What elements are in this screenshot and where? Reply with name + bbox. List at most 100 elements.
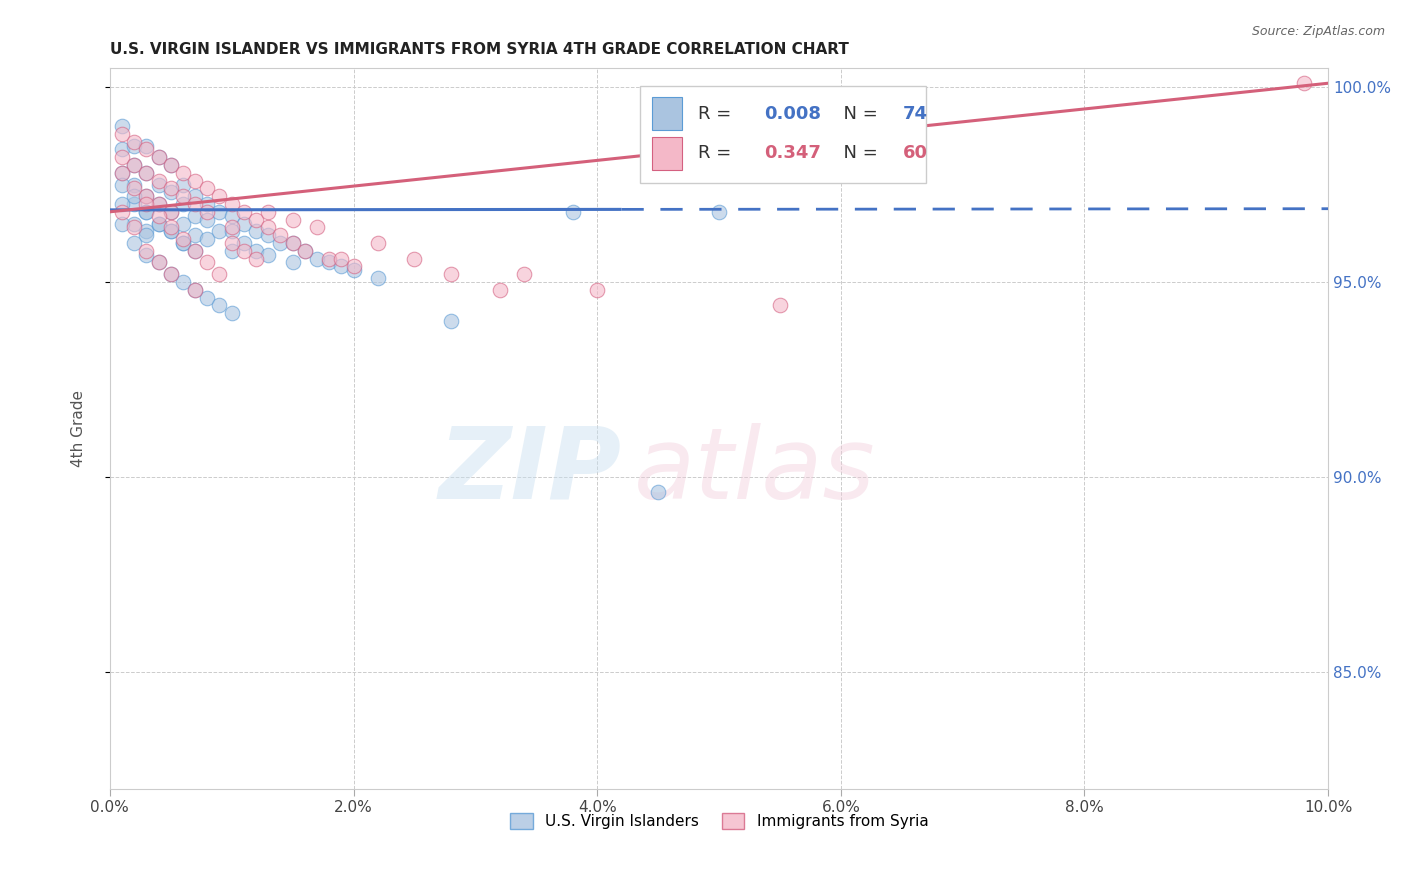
Text: ZIP: ZIP: [439, 423, 621, 520]
Point: [208, 224, 231, 238]
Point: [440, 267, 463, 281]
Point: [184, 283, 207, 297]
Point: [184, 244, 207, 258]
Point: [111, 178, 134, 192]
Point: [148, 209, 170, 223]
Point: [221, 209, 243, 223]
Point: [318, 255, 340, 269]
Point: [330, 260, 353, 274]
Point: [769, 298, 792, 312]
Point: [159, 224, 181, 238]
Point: [135, 248, 157, 262]
Point: [148, 217, 170, 231]
Point: [135, 224, 157, 238]
Point: [148, 217, 170, 231]
Text: U.S. VIRGIN ISLANDER VS IMMIGRANTS FROM SYRIA 4TH GRADE CORRELATION CHART: U.S. VIRGIN ISLANDER VS IMMIGRANTS FROM …: [110, 42, 849, 57]
Point: [135, 143, 157, 157]
Point: [195, 204, 218, 219]
Point: [159, 158, 181, 172]
Point: [221, 244, 243, 258]
Point: [184, 189, 207, 203]
Point: [135, 138, 157, 153]
Point: [148, 150, 170, 164]
Point: [135, 166, 157, 180]
Point: [111, 217, 134, 231]
Point: [294, 244, 316, 258]
Point: [172, 178, 194, 192]
Point: [245, 252, 267, 266]
Point: [195, 212, 218, 227]
Point: [184, 244, 207, 258]
FancyBboxPatch shape: [652, 97, 682, 130]
Point: [342, 260, 364, 274]
Point: [122, 197, 145, 211]
Point: [184, 174, 207, 188]
Point: [148, 255, 170, 269]
Point: [257, 220, 280, 235]
Point: [122, 178, 145, 192]
Point: [135, 166, 157, 180]
Point: [172, 275, 194, 289]
Point: [232, 244, 254, 258]
Point: [195, 232, 218, 246]
Point: [269, 235, 291, 250]
Text: N =: N =: [832, 145, 884, 162]
Point: [159, 267, 181, 281]
Point: [159, 181, 181, 195]
Point: [221, 235, 243, 250]
Point: [281, 255, 304, 269]
Point: [122, 189, 145, 203]
Point: [184, 228, 207, 243]
Point: [440, 314, 463, 328]
Point: [195, 255, 218, 269]
Point: [159, 204, 181, 219]
Text: 60: 60: [903, 145, 928, 162]
Point: [561, 204, 583, 219]
Y-axis label: 4th Grade: 4th Grade: [72, 390, 86, 467]
Point: [586, 283, 609, 297]
Point: [305, 220, 328, 235]
Point: [488, 283, 510, 297]
Point: [184, 283, 207, 297]
Point: [232, 204, 254, 219]
Point: [1292, 76, 1315, 90]
Text: R =: R =: [699, 145, 737, 162]
Legend: U.S. Virgin Islanders, Immigrants from Syria: U.S. Virgin Islanders, Immigrants from S…: [503, 806, 935, 835]
Point: [159, 158, 181, 172]
Point: [135, 204, 157, 219]
Point: [111, 197, 134, 211]
Text: 0.008: 0.008: [763, 104, 821, 123]
Point: [122, 138, 145, 153]
Point: [122, 181, 145, 195]
Point: [135, 204, 157, 219]
Point: [135, 189, 157, 203]
Point: [172, 189, 194, 203]
Point: [122, 235, 145, 250]
Point: [172, 166, 194, 180]
Point: [367, 235, 389, 250]
Point: [281, 235, 304, 250]
Point: [111, 119, 134, 133]
Point: [111, 127, 134, 141]
Point: [245, 212, 267, 227]
Point: [148, 197, 170, 211]
Point: [184, 209, 207, 223]
Point: [208, 204, 231, 219]
Point: [111, 166, 134, 180]
Point: [122, 135, 145, 149]
Point: [122, 217, 145, 231]
Point: [159, 224, 181, 238]
Point: [208, 189, 231, 203]
Point: [135, 189, 157, 203]
Point: [148, 150, 170, 164]
Point: [135, 228, 157, 243]
Point: [305, 252, 328, 266]
Point: [122, 158, 145, 172]
Point: [330, 252, 353, 266]
Point: [281, 235, 304, 250]
Point: [221, 224, 243, 238]
Point: [195, 291, 218, 305]
Point: [294, 244, 316, 258]
Point: [367, 271, 389, 285]
Point: [257, 228, 280, 243]
